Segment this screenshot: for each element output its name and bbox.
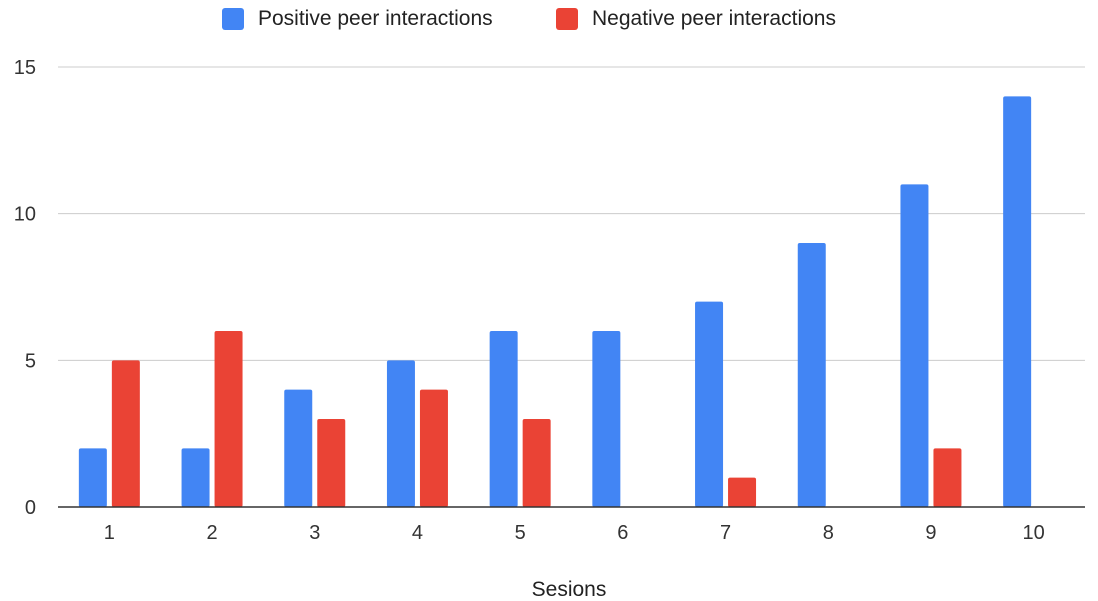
y-tick-label: 15	[14, 57, 36, 79]
bar-positive	[592, 331, 621, 507]
bar-positive	[284, 389, 313, 507]
legend-item-positive: Positive peer interactions	[222, 4, 493, 34]
bar-positive	[386, 360, 415, 507]
bar-positive	[78, 448, 107, 507]
legend-item-negative: Negative peer interactions	[556, 4, 836, 34]
x-tick-label: 1	[104, 522, 115, 544]
gridlines	[58, 66, 1085, 361]
bars	[78, 96, 1032, 508]
bar-positive	[900, 184, 929, 508]
y-tick-label: 0	[25, 497, 36, 519]
bar-positive	[489, 331, 518, 507]
legend-swatch-positive	[222, 8, 244, 30]
bar-positive	[1003, 96, 1032, 507]
bar-negative	[933, 448, 962, 507]
bar-negative	[419, 389, 448, 507]
axes: 0 5 10 15 1 2 3 4 5 6 7 8 9 10	[14, 57, 1085, 544]
x-tick-label: 9	[925, 522, 936, 544]
bar-negative	[317, 419, 346, 507]
y-tick-label: 5	[25, 350, 36, 372]
legend-swatch-negative	[556, 8, 578, 30]
legend: Positive peer interactions Negative peer…	[0, 4, 1098, 34]
x-tick-label: 10	[1023, 522, 1045, 544]
x-tick-label: 4	[412, 522, 423, 544]
x-tick-label: 7	[720, 522, 731, 544]
legend-label-positive: Positive peer interactions	[258, 7, 493, 30]
bar-negative	[728, 477, 757, 507]
x-tick-label: 6	[617, 522, 628, 544]
y-tick-label: 10	[14, 204, 36, 226]
bar-negative	[214, 331, 243, 507]
legend-label-negative: Negative peer interactions	[592, 7, 836, 30]
bar-positive	[797, 243, 826, 507]
bar-negative	[111, 360, 140, 507]
x-tick-label: 3	[309, 522, 320, 544]
bar-positive	[695, 301, 724, 507]
x-tick-label: 5	[515, 522, 526, 544]
x-tick-label: 2	[206, 522, 217, 544]
x-tick-label: 8	[823, 522, 834, 544]
bar-negative	[522, 419, 551, 507]
x-axis-title: Sesions	[532, 578, 607, 601]
bar-positive	[181, 448, 210, 507]
